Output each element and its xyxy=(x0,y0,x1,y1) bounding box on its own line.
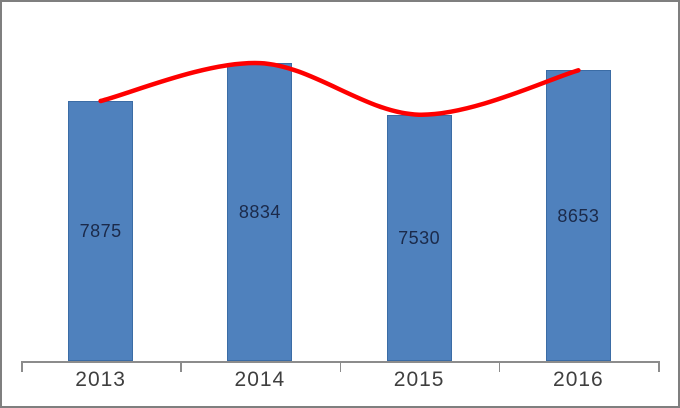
x-axis-tick xyxy=(498,361,501,372)
trendline xyxy=(98,60,581,117)
x-tick-label-2016: 2016 xyxy=(553,368,604,391)
x-axis-tick xyxy=(21,361,23,372)
x-axis-tick xyxy=(658,361,660,372)
bar-data-label: 7875 xyxy=(79,221,122,241)
bar-data-label: 8834 xyxy=(238,202,281,223)
bar-data-label: 8653 xyxy=(557,205,600,226)
x-tick-label-2014: 2014 xyxy=(234,368,286,391)
bar-data-label: 7530 xyxy=(398,227,441,248)
x-axis-tick xyxy=(339,361,341,372)
x-axis-tick xyxy=(180,361,182,372)
bar-2016 xyxy=(545,70,611,361)
x-tick-label-2013: 2013 xyxy=(75,368,126,391)
bar-2015 xyxy=(386,114,452,361)
x-tick-label-2015: 2015 xyxy=(393,368,445,391)
